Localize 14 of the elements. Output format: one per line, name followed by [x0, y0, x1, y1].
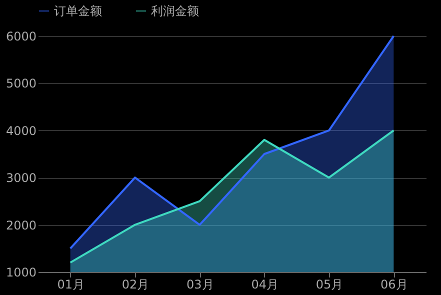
x-tick-label: 02月 [122, 278, 150, 292]
y-tick-label: 5000 [6, 76, 36, 91]
y-tick-label: 3000 [6, 171, 36, 186]
x-tick-label: 05月 [316, 278, 344, 292]
y-tick-label: 1000 [6, 266, 36, 280]
x-tick-label: 06月 [380, 278, 408, 292]
legend-label: 利润金额 [151, 4, 199, 18]
y-tick-label: 6000 [6, 30, 36, 44]
x-tick-label: 03月 [186, 278, 214, 292]
legend-label: 订单金额 [54, 4, 102, 18]
x-tick-label: 01月 [57, 278, 84, 292]
y-tick-label: 2000 [6, 218, 36, 232]
x-tick-label: 04月 [251, 278, 278, 292]
y-tick-label: 4000 [6, 124, 36, 138]
